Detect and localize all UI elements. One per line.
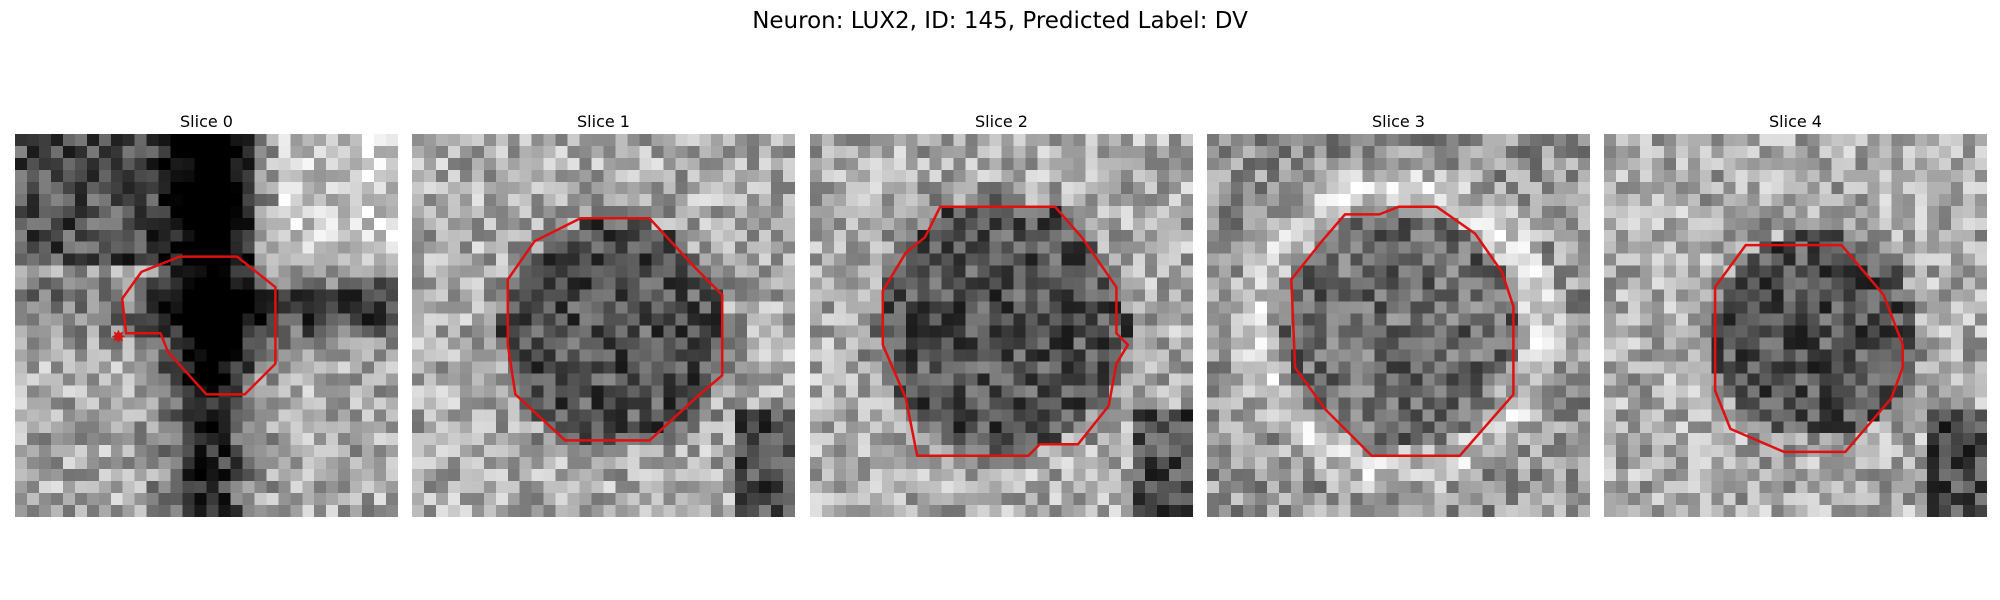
segmentation-contour <box>881 205 1130 457</box>
slice-panel: Slice 3 <box>1207 110 1590 517</box>
grayscale-image <box>1604 134 1987 517</box>
slice-panel: Slice 2 <box>810 110 1193 517</box>
grayscale-image <box>1207 134 1590 517</box>
segmentation-contour <box>120 255 277 396</box>
segmentation-contour <box>506 217 724 442</box>
segmentation-contour <box>1290 205 1515 457</box>
slice-title: Slice 4 <box>1769 112 1822 131</box>
slice-title: Slice 0 <box>180 112 233 131</box>
slice-image: ✸ <box>15 134 398 517</box>
figure-title: Neuron: LUX2, ID: 145, Predicted Label: … <box>752 8 1248 34</box>
slice-image <box>412 134 795 517</box>
slice-panel: Slice 4 <box>1604 110 1987 517</box>
slice-image <box>1207 134 1590 517</box>
slice-image <box>810 134 1193 517</box>
contour-overlay: ✸ <box>111 255 277 396</box>
grayscale-image <box>15 134 398 517</box>
slice-panel: Slice 1 <box>412 110 795 517</box>
slice-title: Slice 1 <box>577 112 630 131</box>
contour-overlay <box>1290 205 1515 457</box>
contour-overlay <box>881 205 1130 457</box>
grayscale-image <box>810 134 1193 517</box>
contour-overlay <box>506 217 724 442</box>
slice-title: Slice 3 <box>1372 112 1425 131</box>
slice-title: Slice 2 <box>975 112 1028 131</box>
segmentation-contour <box>1713 243 1904 454</box>
slice-image <box>1604 134 1987 517</box>
grayscale-image <box>412 134 795 517</box>
marker-star-icon: ✸ <box>111 327 126 348</box>
contour-overlay <box>1713 243 1904 454</box>
slice-panel: Slice 0 ✸ <box>15 110 398 517</box>
